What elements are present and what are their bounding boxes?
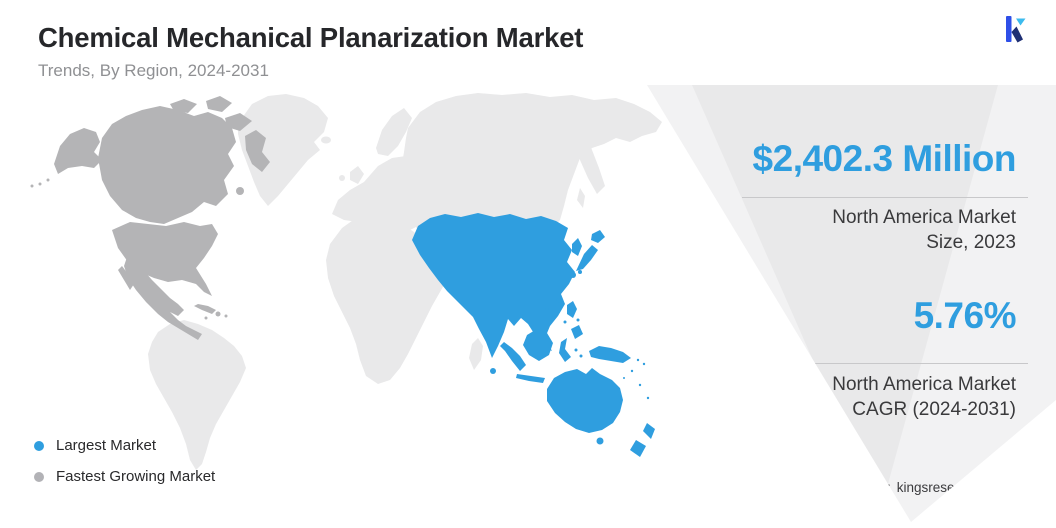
legend-label-fastest-growing-market: Fastest Growing Market <box>56 468 216 485</box>
largest-market-dot-icon <box>34 440 44 451</box>
cagr-label-line1: North America Market <box>832 374 1016 395</box>
legend: Largest Market Fastest Growing Market <box>34 437 215 499</box>
cagr-label: North America Market CAGR (2024-2031) <box>832 373 1016 422</box>
source-prefix: Source: <box>844 480 891 495</box>
source-domain: kingsresearch.com <box>896 480 1010 495</box>
legend-label-largest-market: Largest Market <box>56 437 157 454</box>
market-size-value: $2,402.3 Million <box>752 138 1017 179</box>
page-title: Chemical Mechanical Planarization Market <box>38 22 584 53</box>
market-size-label-line2: Size, 2023 <box>926 231 1016 253</box>
kings-research-logo-icon <box>1006 16 1026 43</box>
world-map <box>30 93 662 470</box>
cagr-label-line2: CAGR (2024-2031) <box>852 398 1016 420</box>
legend-item-fastest-growing-market: Fastest Growing Market <box>34 468 215 485</box>
divider <box>742 197 1028 198</box>
legend-item-largest-market: Largest Market <box>34 437 215 454</box>
region-asia-pacific <box>412 213 655 457</box>
region-north-america <box>30 96 270 340</box>
market-size-label-line1: North America Market <box>832 207 1016 228</box>
source-line: Source: kingsresearch.com <box>844 480 1010 495</box>
divider <box>742 363 1028 364</box>
cagr-value: 5.76% <box>913 295 1017 336</box>
market-size-label: North America Market Size, 2023 <box>832 206 1016 255</box>
header: Chemical Mechanical Planarization Market… <box>38 22 698 81</box>
fastest-growing-market-dot-icon <box>34 471 44 482</box>
page-subtitle: Trends, By Region, 2024-2031 <box>38 60 269 80</box>
